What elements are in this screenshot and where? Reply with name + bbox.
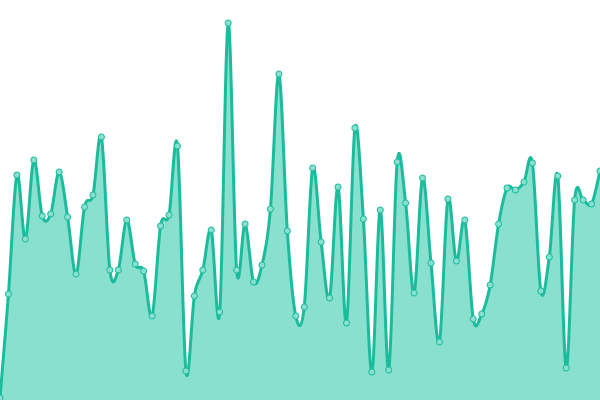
data-point-23 bbox=[190, 292, 198, 300]
data-point-41 bbox=[342, 319, 350, 327]
data-point-54 bbox=[452, 257, 460, 265]
data-point-64 bbox=[537, 287, 545, 295]
data-point-2 bbox=[13, 171, 21, 179]
data-point-20 bbox=[165, 211, 173, 219]
data-point-18 bbox=[148, 312, 156, 320]
data-point-53 bbox=[444, 195, 452, 203]
data-point-52 bbox=[435, 338, 443, 346]
data-point-7 bbox=[55, 168, 63, 176]
data-point-70 bbox=[588, 200, 596, 208]
data-point-37 bbox=[309, 164, 317, 172]
data-point-30 bbox=[250, 278, 258, 286]
data-point-46 bbox=[385, 366, 393, 374]
data-point-51 bbox=[427, 259, 435, 267]
data-point-48 bbox=[402, 199, 410, 207]
data-point-45 bbox=[376, 206, 384, 214]
data-point-36 bbox=[300, 303, 308, 311]
data-point-63 bbox=[528, 159, 536, 167]
data-point-60 bbox=[503, 184, 511, 192]
data-point-61 bbox=[511, 186, 519, 194]
data-point-22 bbox=[182, 367, 190, 375]
data-point-65 bbox=[545, 253, 553, 261]
data-point-39 bbox=[326, 294, 334, 302]
data-point-8 bbox=[64, 213, 72, 221]
data-point-4 bbox=[30, 156, 38, 164]
data-point-69 bbox=[579, 196, 587, 204]
data-point-19 bbox=[157, 222, 165, 230]
data-point-26 bbox=[216, 308, 224, 316]
data-point-33 bbox=[275, 70, 283, 78]
data-point-29 bbox=[241, 220, 249, 228]
series-area bbox=[0, 22, 600, 400]
data-point-43 bbox=[359, 215, 367, 223]
data-point-34 bbox=[283, 227, 291, 235]
data-point-28 bbox=[233, 266, 241, 274]
data-point-32 bbox=[266, 205, 274, 213]
data-point-57 bbox=[478, 310, 486, 318]
data-point-15 bbox=[123, 216, 131, 224]
data-point-11 bbox=[89, 191, 97, 199]
data-point-66 bbox=[554, 172, 562, 180]
data-point-17 bbox=[140, 267, 148, 275]
data-point-58 bbox=[486, 281, 494, 289]
data-point-38 bbox=[317, 238, 325, 246]
data-point-21 bbox=[173, 142, 181, 150]
data-point-71 bbox=[596, 167, 600, 175]
data-point-56 bbox=[469, 315, 477, 323]
data-point-6 bbox=[47, 210, 55, 218]
data-point-35 bbox=[292, 312, 300, 320]
data-point-12 bbox=[97, 133, 105, 141]
data-point-31 bbox=[258, 261, 266, 269]
data-point-24 bbox=[199, 266, 207, 274]
data-point-68 bbox=[571, 196, 579, 204]
data-point-59 bbox=[495, 220, 503, 228]
data-point-27 bbox=[224, 19, 232, 27]
data-point-62 bbox=[520, 178, 528, 186]
data-point-14 bbox=[114, 266, 122, 274]
data-point-0 bbox=[0, 394, 4, 400]
data-point-40 bbox=[334, 183, 342, 191]
data-point-9 bbox=[72, 270, 80, 278]
data-point-42 bbox=[351, 124, 359, 132]
data-point-44 bbox=[368, 368, 376, 376]
data-point-10 bbox=[81, 203, 89, 211]
data-point-50 bbox=[419, 174, 427, 182]
data-point-55 bbox=[461, 216, 469, 224]
data-point-47 bbox=[393, 158, 401, 166]
data-point-49 bbox=[410, 289, 418, 297]
data-point-16 bbox=[131, 260, 139, 268]
data-point-13 bbox=[106, 266, 114, 274]
data-point-3 bbox=[21, 235, 29, 243]
data-point-25 bbox=[207, 226, 215, 234]
data-point-1 bbox=[4, 290, 12, 298]
data-point-5 bbox=[38, 212, 46, 220]
data-point-67 bbox=[562, 364, 570, 372]
data-points bbox=[0, 19, 600, 400]
series-line bbox=[0, 21, 600, 399]
